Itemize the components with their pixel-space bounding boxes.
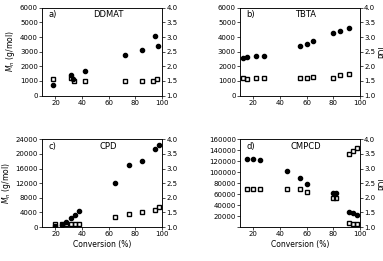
Y-axis label: PDI: PDI [378, 45, 383, 58]
Text: DDMAT: DDMAT [93, 10, 123, 20]
Text: TBTA: TBTA [296, 10, 316, 20]
Text: d): d) [246, 142, 255, 151]
Text: c): c) [48, 142, 56, 151]
X-axis label: Conversion (%): Conversion (%) [271, 240, 329, 249]
Text: b): b) [246, 10, 255, 20]
Text: CMPCD: CMPCD [291, 142, 321, 151]
Y-axis label: $M_n$ (g/mol): $M_n$ (g/mol) [0, 162, 13, 204]
Text: CPD: CPD [99, 142, 117, 151]
X-axis label: Conversion (%): Conversion (%) [73, 240, 131, 249]
Y-axis label: PDI: PDI [378, 177, 383, 189]
Text: a): a) [48, 10, 57, 20]
Y-axis label: $M_n$ (g/mol): $M_n$ (g/mol) [4, 31, 17, 73]
